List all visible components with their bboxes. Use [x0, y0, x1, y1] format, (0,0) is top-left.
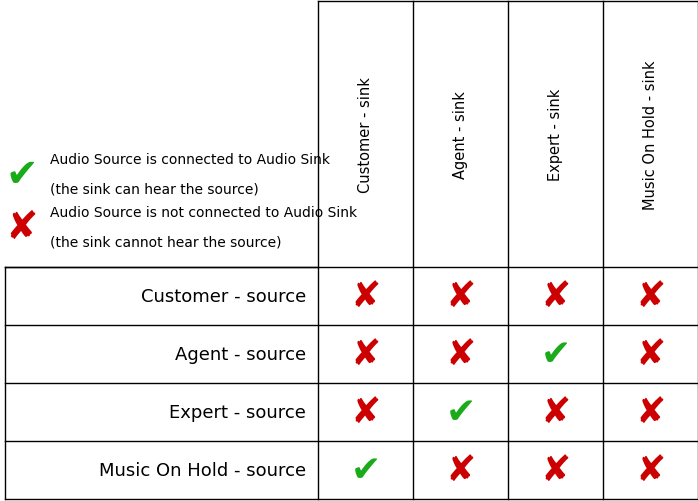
Text: ✘: ✘ — [635, 337, 666, 371]
Text: Customer - source: Customer - source — [141, 288, 306, 306]
Text: ✘: ✘ — [635, 280, 666, 313]
Text: Music On Hold - source: Music On Hold - source — [99, 461, 306, 479]
Text: Audio Source is not connected to Audio Sink: Audio Source is not connected to Audio S… — [50, 205, 357, 219]
Text: Customer - sink: Customer - sink — [358, 77, 373, 192]
Text: ✘: ✘ — [540, 395, 571, 429]
Text: ✘: ✘ — [540, 453, 571, 487]
Text: ✔: ✔ — [350, 453, 380, 487]
Text: ✘: ✘ — [445, 453, 475, 487]
Text: ✘: ✘ — [445, 337, 475, 371]
Text: ✘: ✘ — [350, 280, 380, 313]
Text: ✔: ✔ — [445, 395, 475, 429]
Text: ✔: ✔ — [540, 337, 571, 371]
Text: ✘: ✘ — [6, 208, 38, 246]
Text: ✘: ✘ — [350, 337, 380, 371]
Text: Agent - source: Agent - source — [175, 345, 306, 363]
Text: Music On Hold - sink: Music On Hold - sink — [643, 60, 658, 209]
Text: Expert - source: Expert - source — [169, 403, 306, 421]
Text: (the sink can hear the source): (the sink can hear the source) — [50, 183, 259, 196]
Text: ✘: ✘ — [445, 280, 475, 313]
Text: ✘: ✘ — [540, 280, 571, 313]
Text: Audio Source is connected to Audio Sink: Audio Source is connected to Audio Sink — [50, 153, 330, 167]
Text: ✘: ✘ — [635, 395, 666, 429]
Text: ✘: ✘ — [350, 395, 380, 429]
Text: Expert - sink: Expert - sink — [548, 89, 563, 181]
Text: ✔: ✔ — [6, 156, 38, 193]
Text: ✘: ✘ — [635, 453, 666, 487]
Text: (the sink cannot hear the source): (the sink cannot hear the source) — [50, 235, 281, 249]
Text: Agent - sink: Agent - sink — [453, 91, 468, 178]
